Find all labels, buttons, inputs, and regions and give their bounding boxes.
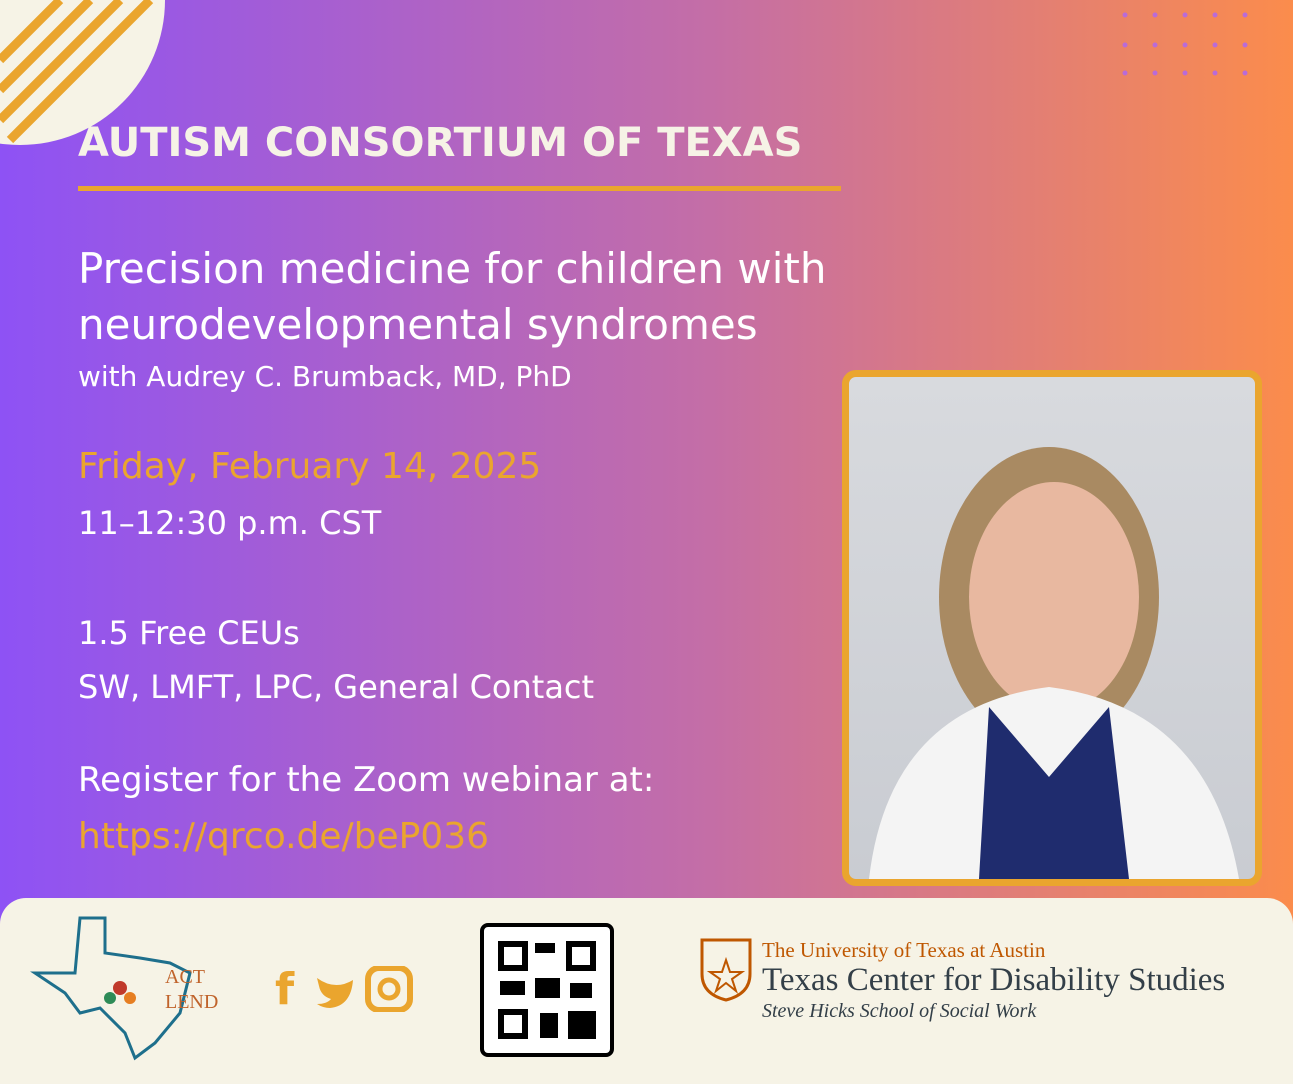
footer: ACT LEND f The University of Texas at Au… <box>0 898 1293 1084</box>
audience: SW, LMFT, LPC, General Contact <box>78 668 595 706</box>
register: Register for the Zoom webinar at: <box>78 760 655 800</box>
school-name: Steve Hicks School of Social Work <box>762 1000 1037 1022</box>
logo-text: ACT <box>165 966 205 988</box>
photo <box>842 370 1262 886</box>
divider <box>78 186 841 191</box>
corner-deco <box>0 0 165 145</box>
qr-code <box>480 923 614 1057</box>
date: Friday, February 14, 2025 <box>78 446 542 487</box>
speaker: with Audrey C. Brumback, MD, PhD <box>78 360 572 393</box>
social-icons[interactable]: f <box>275 966 415 1012</box>
event-title: Precision medicine for children with <box>78 244 827 293</box>
ceus: 1.5 Free CEUs <box>78 614 300 652</box>
ut-seal <box>700 938 752 1002</box>
title: AUTISM CONSORTIUM OF TEXAS <box>78 120 803 166</box>
act-lend-logo: ACT LEND <box>30 916 218 1061</box>
time: 11–12:30 p.m. CST <box>78 504 382 542</box>
logo-text: LEND <box>165 991 218 1013</box>
dots <box>1122 12 1248 76</box>
ut-name: The University of Texas at Austin <box>762 938 1046 962</box>
event-title: neurodevelopmental syndromes <box>78 300 758 349</box>
svg-text:f: f <box>275 966 295 1012</box>
url[interactable]: https://qrco.de/beP036 <box>78 816 490 857</box>
center-name: Texas Center for Disability Studies <box>762 962 1226 998</box>
